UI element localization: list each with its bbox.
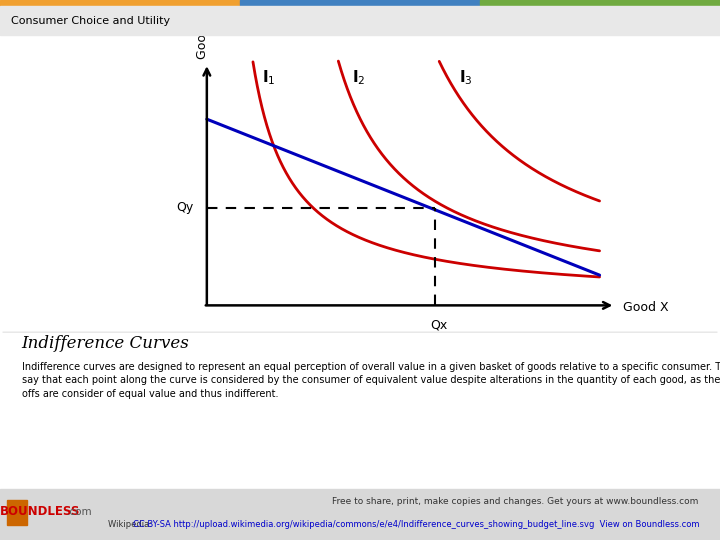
Text: CC BY-SA http://upload.wikimedia.org/wikipedia/commons/e/e4/Indifference_curves_: CC BY-SA http://upload.wikimedia.org/wik…	[133, 520, 700, 529]
Text: I$_2$: I$_2$	[352, 68, 366, 86]
Text: Free to share, print, make copies and changes. Get yours at www.boundless.com: Free to share, print, make copies and ch…	[332, 497, 698, 506]
Text: BOUNDLESS: BOUNDLESS	[0, 505, 80, 518]
Text: I$_1$: I$_1$	[262, 68, 276, 86]
Text: offs are consider of equal value and thus indifferent.: offs are consider of equal value and thu…	[22, 389, 278, 399]
Text: Good Y: Good Y	[197, 14, 210, 59]
Text: .com: .com	[67, 507, 93, 517]
Text: Consumer Choice and Utility: Consumer Choice and Utility	[11, 16, 170, 26]
Text: Indifference curves are designed to represent an equal perception of overall val: Indifference curves are designed to repr…	[22, 362, 720, 372]
Text: Qy: Qy	[176, 201, 193, 214]
Text: Wikipedia:: Wikipedia:	[108, 520, 157, 529]
Text: Qx: Qx	[430, 318, 447, 331]
Text: say that each point along the curve is considered by the consumer of equivalent : say that each point along the curve is c…	[22, 375, 720, 386]
Text: Indifference Curves: Indifference Curves	[22, 335, 189, 352]
Text: Good X: Good X	[623, 301, 669, 314]
Text: I$_3$: I$_3$	[459, 68, 473, 86]
